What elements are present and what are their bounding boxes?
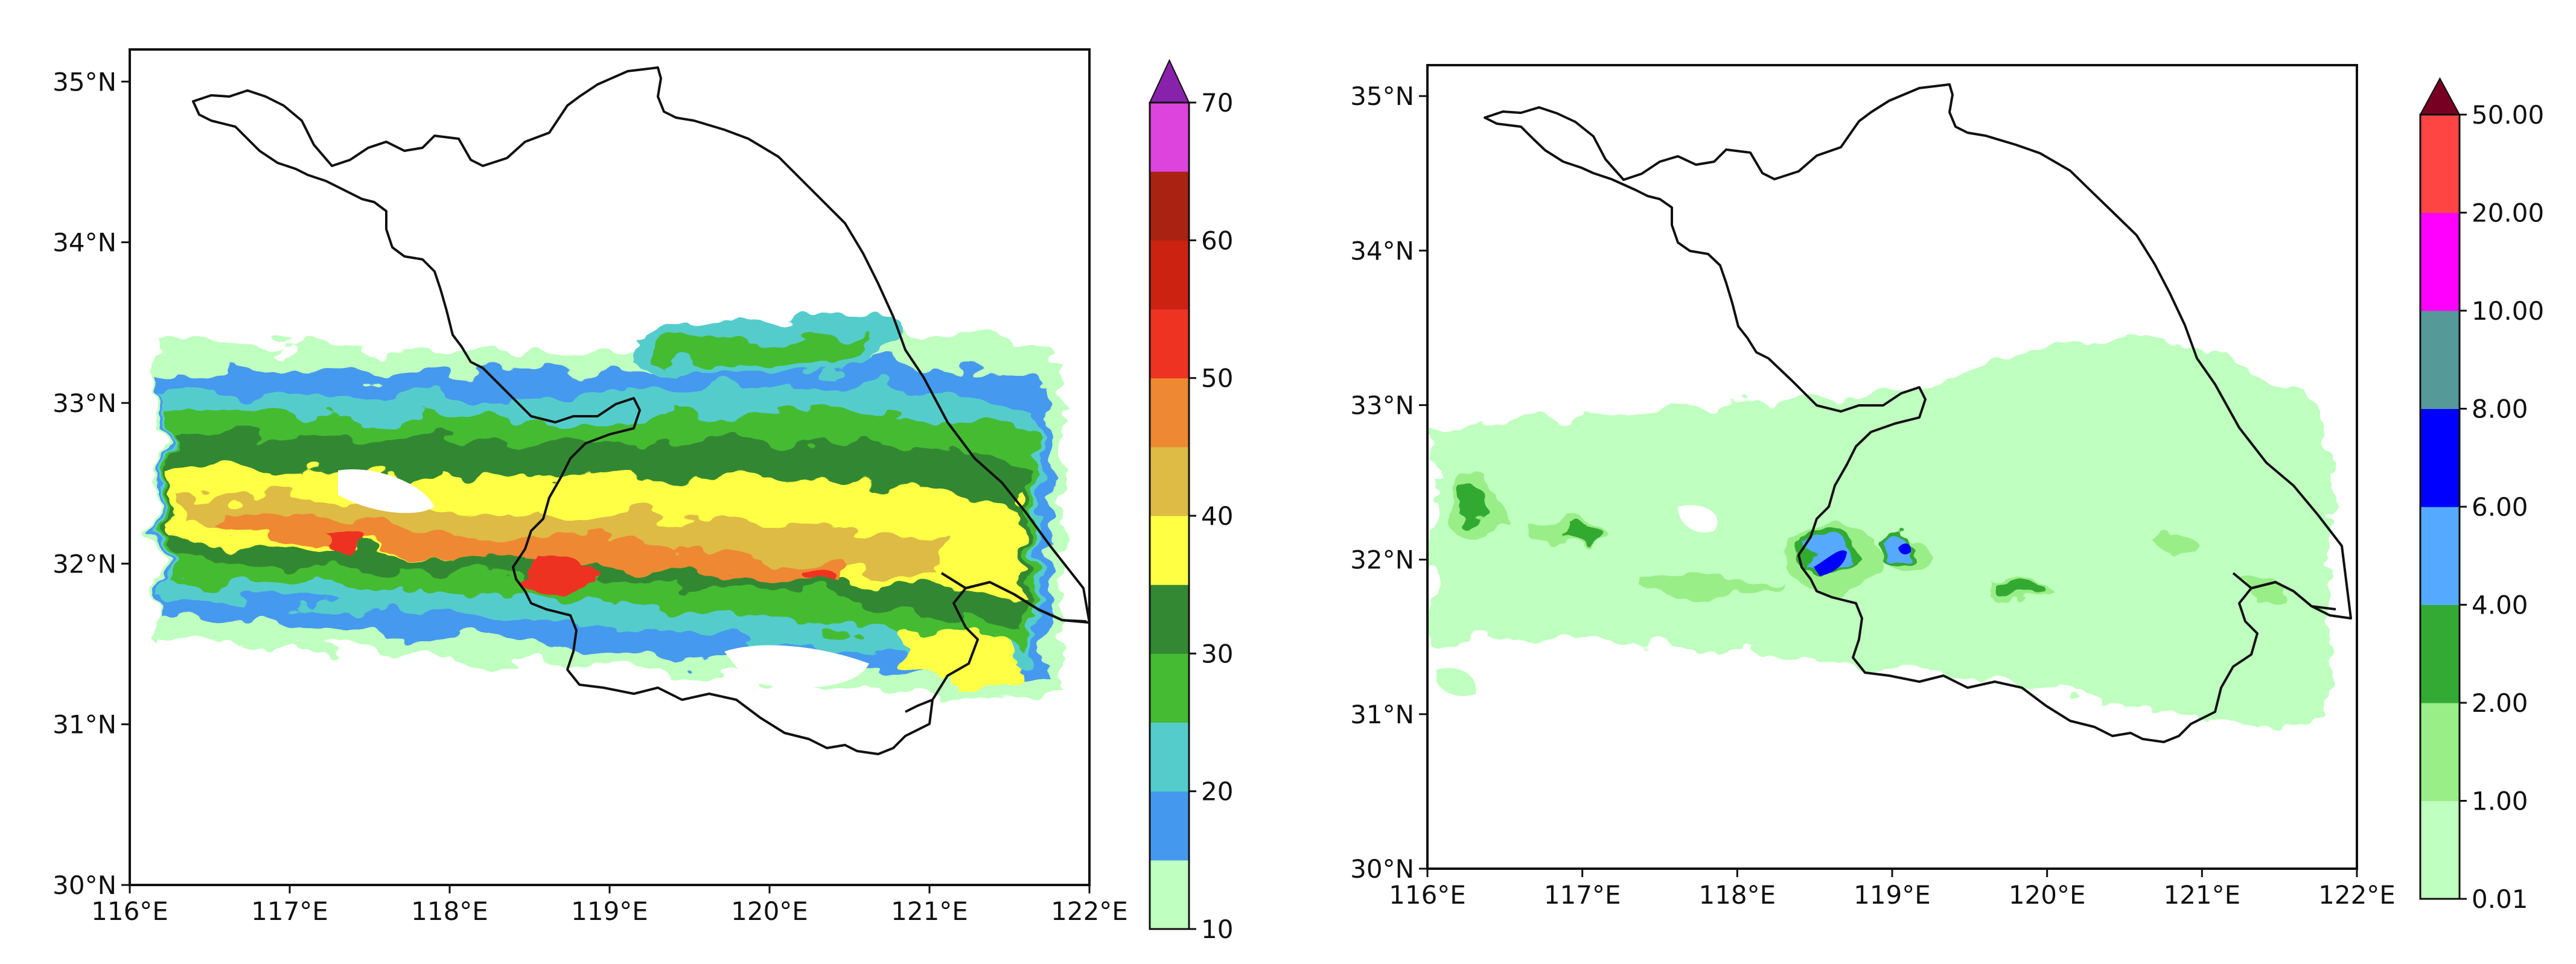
colorbar-bin: [1150, 378, 1189, 448]
x-tick-label: 121°E: [891, 896, 968, 926]
colorbar-bin: [1150, 516, 1189, 585]
left-province-boundary: [192, 66, 1091, 755]
right-colorbar: 0.01 1.00 2.00 4.00 6.00 8.00 10.00 20.00 50.00: [2419, 77, 2544, 914]
left-colorbar: 10 20 30 40 50 60 70: [1149, 59, 1233, 944]
colorbar-bin: [1150, 240, 1189, 309]
y-tick-label: 31°N: [53, 710, 116, 740]
left-axes: 116°E 117°E 118°E 119°E 120°E 121°E 122°E 30°N 3…: [53, 67, 1128, 926]
colorbar-tick-label: 0.01: [2472, 884, 2528, 914]
colorbar-tick-label: 8.00: [2472, 395, 2528, 424]
colorbar-bin: [1150, 309, 1189, 379]
colorbar-bin: [1150, 860, 1189, 930]
colorbar-bin: [2420, 408, 2460, 507]
y-tick-label: 30°N: [53, 870, 116, 900]
colorbar-tick-label: 60: [1201, 226, 1233, 255]
colorbar-bin: [2420, 212, 2460, 311]
right-dry-gaps: [1430, 505, 1718, 869]
y-tick-label: 35°N: [1350, 81, 1414, 111]
x-tick-label: 116°E: [1389, 880, 1466, 910]
colorbar-tick-label: 6.00: [2472, 492, 2528, 522]
y-tick-label: 32°N: [53, 549, 116, 579]
colorbar-bin: [2420, 311, 2460, 409]
x-tick-label: 119°E: [1854, 880, 1931, 910]
y-tick-label: 30°N: [1350, 854, 1414, 884]
x-tick-label: 117°E: [1544, 880, 1621, 910]
y-tick-label: 32°N: [1350, 545, 1414, 575]
left-precip-field: [157, 317, 1062, 698]
colorbar-tick-label: 70: [1201, 88, 1233, 118]
right-isolated-cell: [1436, 668, 1476, 696]
colorbar-extend-triangle: [1149, 59, 1190, 103]
y-tick-label: 34°N: [1350, 236, 1414, 265]
y-tick-label: 34°N: [53, 228, 116, 258]
y-tick-label: 31°N: [1350, 700, 1414, 729]
colorbar-bin: [1150, 171, 1189, 241]
colorbar-bin: [2420, 604, 2460, 703]
colorbar-extend-triangle: [2419, 77, 2461, 115]
colorbar-tick-label: 10.00: [2472, 296, 2544, 326]
colorbar-tick-label: 40: [1201, 501, 1233, 531]
x-tick-label: 120°E: [731, 896, 808, 926]
x-tick-label: 122°E: [1051, 896, 1128, 926]
colorbar-bin: [1150, 585, 1189, 654]
colorbar-tick-label: 4.00: [2472, 591, 2528, 620]
colorbar-tick-label: 2.00: [2472, 688, 2528, 718]
colorbar-bin: [1150, 722, 1189, 792]
left-map-panel: 116°E 117°E 118°E 119°E 120°E 121°E 122°E 30°N 3…: [53, 48, 1233, 944]
colorbar-tick-label: 20: [1201, 777, 1233, 807]
colorbar-tick-label: 30: [1201, 639, 1233, 668]
right-map-panel: 116°E 117°E 118°E 119°E 120°E 121°E 122°E 30°N 3…: [1350, 64, 2544, 914]
right-province-boundary: [1484, 83, 2352, 743]
colorbar-tick-label: 50.00: [2472, 100, 2544, 130]
right-axes: 116°E 117°E 118°E 119°E 120°E 121°E 122°E 30°N 3…: [1350, 81, 2396, 910]
colorbar-bin: [2420, 115, 2460, 213]
colorbar-tick-label: 20.00: [2472, 198, 2544, 228]
x-tick-label: 117°E: [251, 896, 328, 926]
y-tick-label: 35°N: [53, 67, 116, 97]
x-tick-label: 119°E: [571, 896, 648, 926]
colorbar-bin: [1150, 653, 1189, 723]
colorbar-bin: [2420, 507, 2460, 605]
colorbar-bin: [1150, 103, 1189, 172]
colorbar-tick-label: 1.00: [2472, 787, 2528, 816]
colorbar-bin: [2420, 801, 2460, 899]
y-tick-label: 33°N: [53, 388, 116, 418]
x-tick-label: 121°E: [2163, 880, 2240, 910]
x-tick-label: 120°E: [2009, 880, 2086, 910]
colorbar-bin: [1150, 446, 1189, 516]
x-tick-label: 118°E: [1698, 880, 1776, 910]
x-tick-label: 122°E: [2318, 880, 2396, 910]
colorbar-tick-label: 50: [1201, 364, 1233, 393]
right-precip-field: [1430, 338, 2330, 869]
colorbar-bin: [1150, 791, 1189, 861]
x-tick-label: 118°E: [411, 896, 488, 926]
x-tick-label: 116°E: [91, 896, 168, 926]
y-tick-label: 33°N: [1350, 391, 1414, 420]
colorbar-tick-label: 10: [1201, 915, 1233, 944]
left-dry-gaps: [157, 469, 869, 688]
colorbar-bin: [2420, 703, 2460, 801]
